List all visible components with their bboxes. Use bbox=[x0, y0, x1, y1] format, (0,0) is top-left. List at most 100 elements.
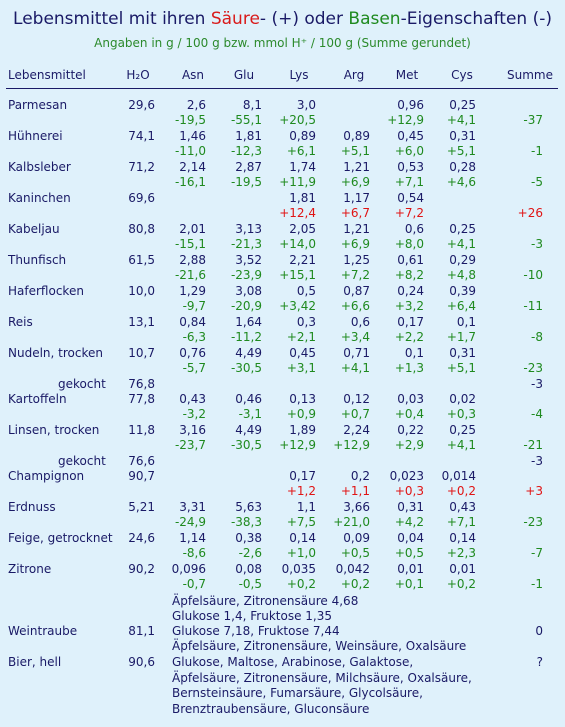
table-row: Erdnuss 5,21 3,31 5,63 1,1 3,66 0,31 0,43 bbox=[0, 500, 565, 516]
table-cell: -19,5 bbox=[230, 175, 262, 189]
table-row: Zitrone 90,2 0,096 0,08 0,035 0,042 0,01 0,01 bbox=[0, 562, 565, 578]
table-cell: -21 bbox=[523, 438, 543, 452]
table-cell: +0,5 bbox=[394, 546, 424, 560]
table-cell: 0,53 bbox=[397, 160, 424, 174]
table-row: -23,7 -30,5 +12,9 +12,9 +2,9 +4,1 -21 bbox=[0, 438, 565, 454]
page-title: Lebensmittel mit ihren Säure- (+) oder B… bbox=[13, 9, 552, 29]
table-cell: +26 bbox=[517, 206, 543, 220]
table-row: Kabeljau 80,8 2,01 3,13 2,05 1,21 0,6 0,25 bbox=[0, 222, 565, 238]
table-cell: -3 bbox=[531, 454, 543, 468]
subtitle: Angaben in g / 100 g bzw. mmol H⁺ / 100 … bbox=[94, 36, 471, 50]
column-header: H₂O bbox=[126, 68, 150, 82]
note-text: Brenztraubensäure, Gluconsäure bbox=[172, 701, 370, 716]
table-cell: 11,8 bbox=[128, 423, 155, 437]
table-cell: Kabeljau bbox=[8, 222, 60, 236]
table-row: -16,1 -19,5 +11,9 +6,9 +7,1 +4,6 -5 bbox=[0, 175, 565, 191]
table-cell: -7 bbox=[531, 546, 543, 560]
table-cell: +5,1 bbox=[446, 144, 476, 158]
table-cell: +4,2 bbox=[394, 515, 424, 529]
table-cell: 90,7 bbox=[128, 469, 155, 483]
table-cell: 2,88 bbox=[179, 253, 206, 267]
table-cell: 5,63 bbox=[235, 500, 262, 514]
table-cell: 76,8 bbox=[128, 377, 155, 391]
table-row: Kaninchen 69,6 1,81 1,17 0,54 bbox=[0, 191, 565, 207]
table-cell: 1,46 bbox=[179, 129, 206, 143]
table-row: Parmesan 29,6 2,6 8,1 3,0 0,96 0,25 bbox=[0, 98, 565, 114]
table-cell: -23,7 bbox=[174, 438, 206, 452]
table-cell: 0,13 bbox=[289, 392, 316, 406]
table-cell: +1,2 bbox=[286, 484, 316, 498]
table-cell: +6,4 bbox=[446, 299, 476, 313]
table-cell: 0,31 bbox=[449, 346, 476, 360]
table-cell: Kaninchen bbox=[8, 191, 71, 205]
table-row: Kalbsleber 71,2 2,14 2,87 1,74 1,21 0,53 0,28 bbox=[0, 160, 565, 176]
table-cell: -5,7 bbox=[182, 361, 206, 375]
table-cell: +4,8 bbox=[446, 268, 476, 282]
table-row: -5,7 -30,5 +3,1 +4,1 +1,3 +5,1 -23 bbox=[0, 361, 565, 377]
table-cell: +7,1 bbox=[446, 515, 476, 529]
table-cell: -38,3 bbox=[230, 515, 262, 529]
table-cell: Parmesan bbox=[8, 98, 68, 112]
table-cell: +1,1 bbox=[340, 484, 370, 498]
gekocht-label: gekocht bbox=[58, 377, 106, 391]
table-cell: 1,21 bbox=[343, 160, 370, 174]
table-cell: 0,71 bbox=[343, 346, 370, 360]
table-cell: Nudeln, trocken bbox=[8, 346, 103, 360]
table-cell: +2,1 bbox=[286, 330, 316, 344]
table-cell: -3 bbox=[531, 377, 543, 391]
table-row: Nudeln, trocken 10,7 0,76 4,49 0,45 0,71 0,1 0,… bbox=[0, 346, 565, 362]
gekocht-row: gekocht 76,8 -3 bbox=[0, 377, 565, 393]
table-cell: 0,014 bbox=[441, 469, 476, 483]
table-cell: Bier, hell bbox=[8, 655, 62, 669]
table-cell: 0,1 bbox=[456, 315, 476, 329]
table-cell: ? bbox=[536, 655, 543, 669]
table-cell: 0,17 bbox=[397, 315, 424, 329]
table-cell: 24,6 bbox=[128, 531, 155, 545]
table-cell: +2,9 bbox=[394, 438, 424, 452]
table-cell: +4,1 bbox=[340, 361, 370, 375]
table-row: -3,2 -3,1 +0,9 +0,7 +0,4 +0,3 -4 bbox=[0, 407, 565, 423]
table-cell: +6,9 bbox=[340, 237, 370, 251]
note-text: Glukose 1,4, Fruktose 1,35 bbox=[172, 609, 332, 623]
column-header: Lebensmittel bbox=[8, 68, 86, 82]
table-cell: 0,14 bbox=[289, 531, 316, 545]
note-text: Äpfelsäure, Zitronensäure, Weinsäure, Ox… bbox=[172, 639, 467, 653]
table-cell: -21,3 bbox=[230, 237, 262, 251]
table-row: -21,6 -23,9 +15,1 +7,2 +8,2 +4,8 -10 bbox=[0, 268, 565, 284]
table-cell: Feige, getrocknet bbox=[8, 531, 113, 545]
table-cell: +4,1 bbox=[446, 438, 476, 452]
table-cell: -9,7 bbox=[182, 299, 206, 313]
column-header: Lys bbox=[289, 68, 309, 82]
table-cell: +12,9 bbox=[333, 438, 370, 452]
table-cell: 0,042 bbox=[335, 562, 370, 576]
table-cell: +6,1 bbox=[286, 144, 316, 158]
table-cell: 0,29 bbox=[449, 253, 476, 267]
table-row: Reis 13,1 0,84 1,64 0,3 0,6 0,17 0,1 bbox=[0, 315, 565, 331]
table-cell: Linsen, trocken bbox=[8, 423, 100, 437]
table-cell: 80,8 bbox=[128, 222, 155, 236]
table-cell: +15,1 bbox=[279, 268, 316, 282]
table-cell: +3,1 bbox=[286, 361, 316, 375]
table-cell: -20,9 bbox=[230, 299, 262, 313]
table-cell: 0,31 bbox=[397, 500, 424, 514]
table-cell: +0,7 bbox=[340, 407, 370, 421]
table-cell: 0 bbox=[535, 624, 543, 638]
table-cell: +0,2 bbox=[340, 577, 370, 591]
table-cell: 0,5 bbox=[296, 284, 316, 298]
table-cell: 0,01 bbox=[397, 562, 424, 576]
table-cell: 3,31 bbox=[179, 500, 206, 514]
table-cell: 0,76 bbox=[179, 346, 206, 360]
table-cell: +1,7 bbox=[446, 330, 476, 344]
weintraube-row: Weintraube 81,1 0 bbox=[0, 624, 565, 640]
table-cell: -23,9 bbox=[230, 268, 262, 282]
table-cell: -3,1 bbox=[238, 407, 262, 421]
table-cell: 0,24 bbox=[397, 284, 424, 298]
table-cell: Kartoffeln bbox=[8, 392, 67, 406]
table-cell: -37 bbox=[523, 113, 543, 127]
table-cell: 69,6 bbox=[128, 191, 155, 205]
table-cell: -30,5 bbox=[230, 438, 262, 452]
table-cell: 0,6 bbox=[404, 222, 424, 236]
table-cell: +3,42 bbox=[279, 299, 316, 313]
table-row: -8,6 -2,6 +1,0 +0,5 +0,5 +2,3 -7 bbox=[0, 546, 565, 562]
table-cell: 0,31 bbox=[449, 129, 476, 143]
